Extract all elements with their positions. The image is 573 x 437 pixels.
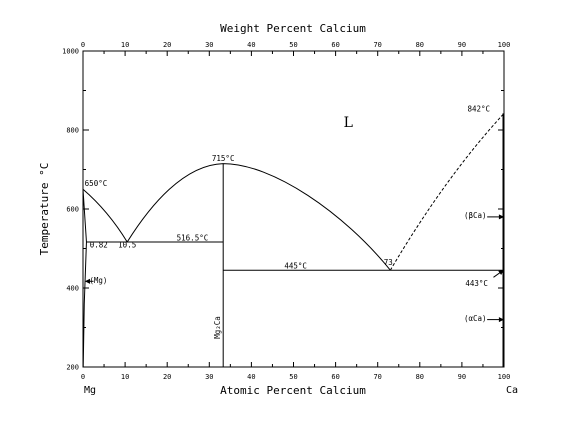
alpha-ca-phase-label: (αCa): [464, 314, 487, 323]
top-tick-label: 40: [247, 41, 255, 49]
mg-solubility-label: 0.82: [90, 241, 108, 250]
liquidus-mg-side: [82, 188, 128, 243]
plot-frame: [82, 50, 505, 368]
top-tick-label: 80: [416, 41, 424, 49]
eutectic-1-comp-label: 10.5: [118, 241, 136, 250]
phase-boundaries: [82, 113, 505, 368]
mg-melting-label: 650°C: [85, 179, 108, 188]
bottom-tick-label: 50: [289, 373, 297, 381]
left-tick-label: 200: [66, 364, 79, 372]
left-tick-label: 600: [66, 206, 79, 214]
mg-phase-label: (Mg): [89, 276, 107, 285]
left-tick-label: 400: [66, 285, 79, 293]
bottom-tick-label: 100: [498, 373, 511, 381]
bottom-tick-label: 30: [205, 373, 213, 381]
top-tick-label: 50: [289, 41, 297, 49]
element-label-mg: Mg: [84, 385, 96, 396]
eutectic-1-temp-label: 516.5°C: [177, 234, 209, 243]
bottom-tick-label: 80: [416, 373, 424, 381]
left-tick-label: 800: [66, 127, 79, 135]
liquidus-ca-side: [389, 113, 505, 271]
ca-transformation-label: 443°C: [465, 279, 488, 288]
top-tick-label: 70: [373, 41, 381, 49]
mg-phase-arrow-head: [84, 278, 91, 284]
beta-ca-arrow-head: [498, 214, 505, 220]
top-tick-label: 0: [81, 41, 85, 49]
alpha-ca-arrow-head: [498, 317, 505, 323]
bottom-tick-label: 40: [247, 373, 255, 381]
bottom-tick-label: 70: [373, 373, 381, 381]
top-tick-label: 100: [498, 41, 511, 49]
compound-melting-label: 715°C: [212, 154, 235, 163]
bottom-axis-title: Atomic Percent Calcium: [220, 384, 366, 397]
bottom-tick-label: 90: [458, 373, 466, 381]
bottom-tick-label: 20: [163, 373, 171, 381]
bottom-tick-label: 10: [121, 373, 129, 381]
bottom-tick-label: 0: [81, 373, 85, 381]
top-tick-label: 90: [458, 41, 466, 49]
bottom-axis-ticks: 0 10 20 30 40 50 60 70 80 90 100: [81, 362, 510, 381]
liquidus-compound: [126, 163, 391, 271]
top-axis-ticks: 0 10 20 30 40 50 60 70 80 90 100: [81, 41, 510, 56]
left-axis-title: Temperature °C: [38, 163, 51, 256]
top-tick-label: 20: [163, 41, 171, 49]
top-tick-label: 10: [121, 41, 129, 49]
beta-ca-phase-label: (βCa): [464, 211, 487, 220]
ca-transformation-arrow-head: [498, 269, 504, 275]
top-tick-label: 30: [205, 41, 213, 49]
ca-melting-label: 842°C: [467, 104, 490, 113]
arrows: [84, 214, 505, 323]
bottom-tick-label: 60: [331, 373, 339, 381]
liquid-phase-label: L: [344, 115, 353, 131]
top-axis-title: Weight Percent Calcium: [220, 22, 366, 35]
element-label-ca: Ca: [506, 385, 518, 396]
eutectic-2-temp-label: 445°C: [284, 262, 307, 271]
top-tick-label: 60: [331, 41, 339, 49]
compound-label: Mg₂Ca: [213, 316, 222, 339]
left-tick-label: 1000: [62, 48, 79, 56]
solidus-mg: [82, 189, 87, 368]
left-axis-ticks: 200 400 600 800 1000: [62, 48, 89, 372]
eutectic-2-comp-label: 73: [384, 258, 393, 267]
